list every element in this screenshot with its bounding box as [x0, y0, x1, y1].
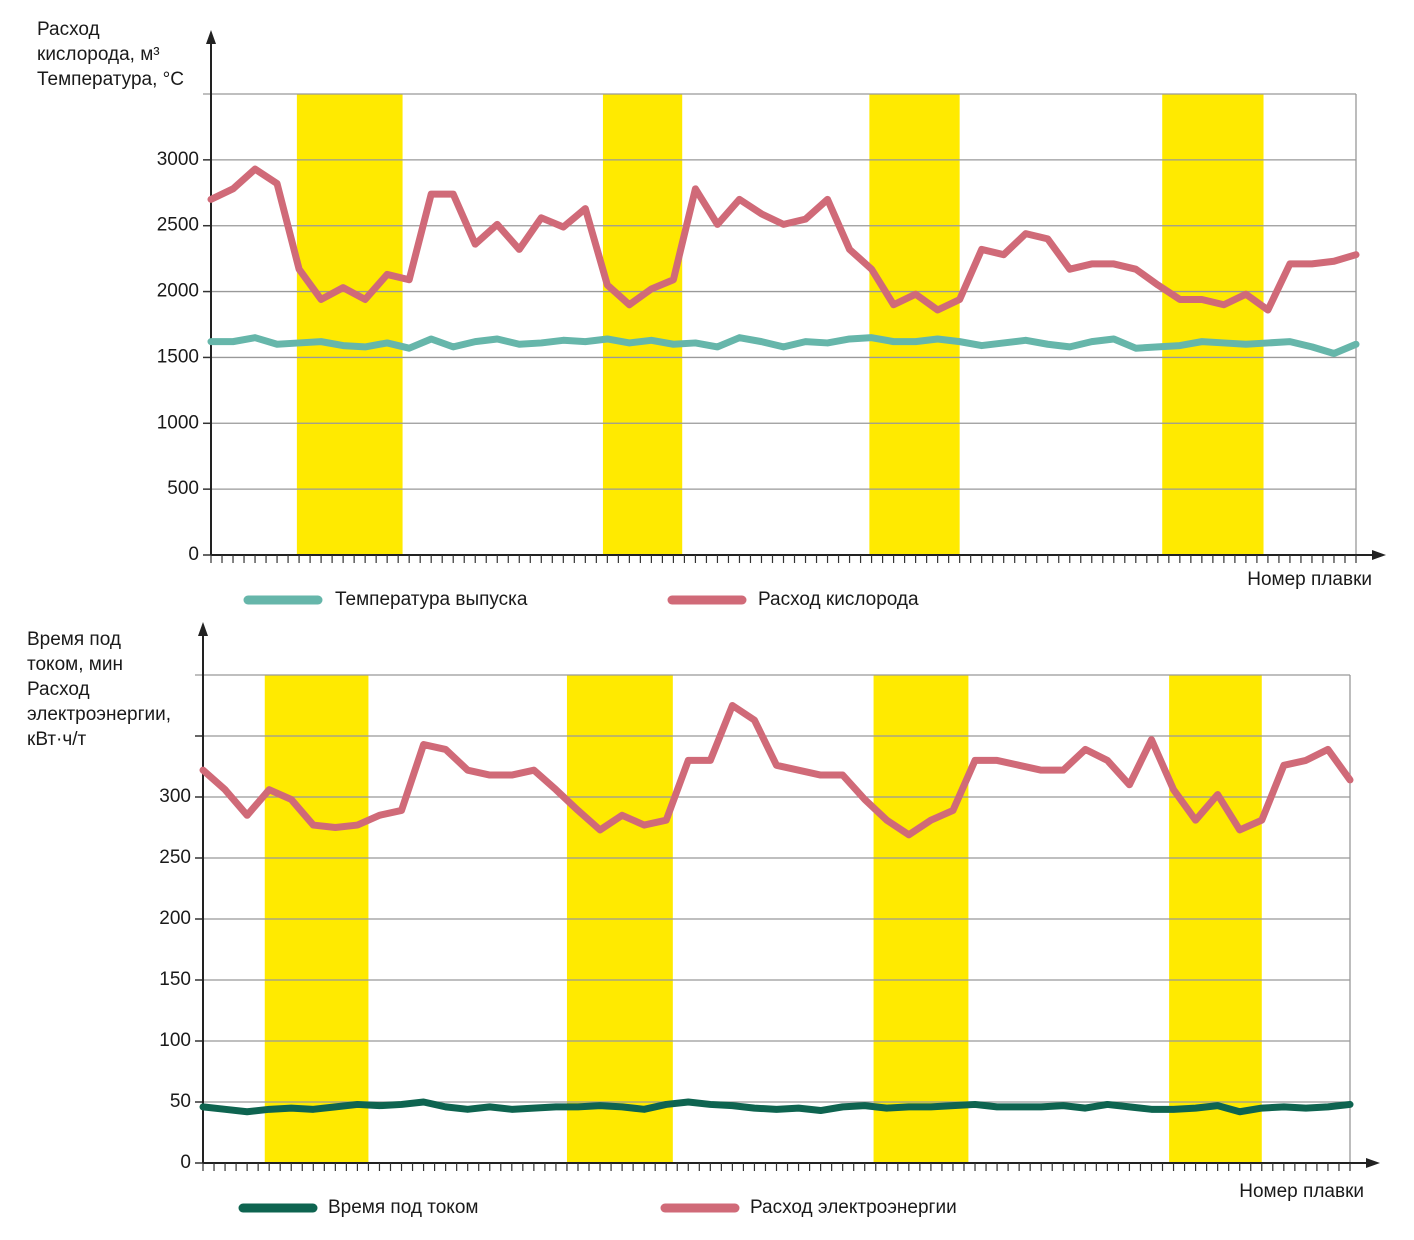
x-axis-title: Номер плавки — [1239, 1181, 1364, 1202]
y-axis-title: Время под — [27, 629, 121, 650]
y-tick-label: 200 — [159, 908, 191, 929]
y-axis-arrow — [206, 30, 216, 44]
y-axis-title: кВт·ч/т — [27, 729, 87, 750]
y-tick-label: 0 — [180, 1152, 191, 1173]
y-tick-label: 500 — [167, 478, 199, 499]
x-axis-arrow — [1366, 1158, 1380, 1168]
y-tick-label: 150 — [159, 969, 191, 990]
y-tick-label: 300 — [159, 786, 191, 807]
y-tick-label: 3000 — [157, 149, 199, 170]
legend-label: Расход электроэнергии — [750, 1197, 957, 1218]
x-axis-arrow — [1372, 550, 1386, 560]
y-tick-label: 250 — [159, 847, 191, 868]
data-line — [207, 334, 1360, 357]
legend-label: Температура выпуска — [335, 589, 528, 610]
legend-label: Время под током — [328, 1197, 478, 1218]
y-axis-title: Расход — [37, 19, 100, 40]
y-tick-label: 2000 — [157, 281, 199, 302]
y-tick-label: 50 — [170, 1091, 191, 1112]
y-tick-label: 100 — [159, 1030, 191, 1051]
data-line — [207, 165, 1360, 314]
highlight-band — [296, 94, 403, 555]
y-axis-title: током, мин — [27, 654, 123, 675]
y-axis-title: Температура, °С — [37, 69, 184, 90]
highlight-band — [1162, 94, 1264, 555]
y-axis-title: кислорода, м³ — [37, 44, 160, 65]
y-tick-label: 0 — [188, 544, 199, 565]
highlight-band — [869, 94, 960, 555]
y-tick-label: 1000 — [157, 412, 199, 433]
y-axis-title: Расход — [27, 679, 90, 700]
y-axis-arrow — [198, 622, 208, 636]
legend-label: Расход кислорода — [758, 589, 919, 610]
y-tick-label: 1500 — [157, 346, 199, 367]
highlight-band — [602, 94, 683, 555]
y-tick-label: 2500 — [157, 215, 199, 236]
x-axis-title: Номер плавки — [1247, 569, 1372, 590]
data-line — [199, 1098, 1354, 1116]
data-line — [199, 702, 1354, 839]
y-axis-title: электроэнергии, — [27, 704, 171, 725]
